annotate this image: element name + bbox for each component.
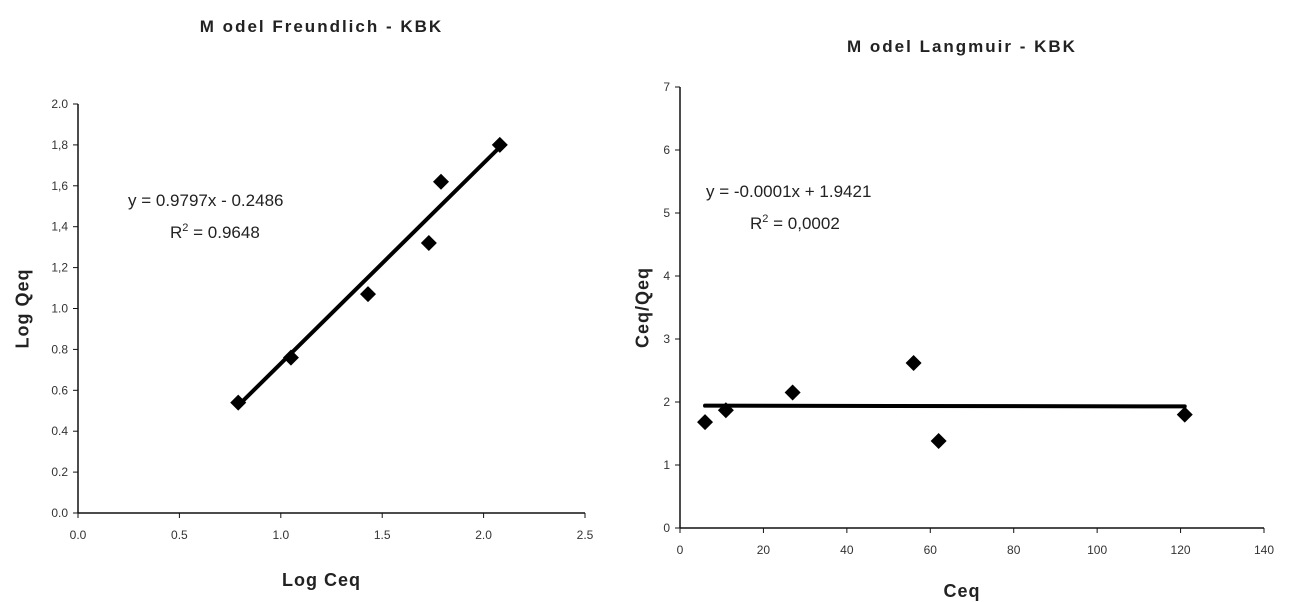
x-tick-label: 2.0 [475,528,492,542]
trend-line [236,145,502,408]
data-point [230,394,247,411]
y-tick-label: 0 [663,521,670,535]
data-point [1176,406,1193,423]
regression-equation: y = -0.0001x + 1.9421 [706,182,871,201]
x-axis-title: Log Ceq [282,570,361,590]
y-tick-label: 2 [663,395,670,409]
freundlich-plot: M odel Freundlich - KBK 0.0 0.5 1.0 1.5 2.0 2.… [12,17,594,590]
x-tick-label: 120 [1171,543,1191,557]
data-point [697,414,714,431]
x-tick-label: 80 [1007,543,1021,557]
x-tick-label: 2.5 [577,528,594,542]
y-tick-label: 1,6 [51,179,68,193]
chart-langmuir: M odel Langmuir - KBK 0 20 40 60 80 100 120 140 0… [630,0,1290,602]
y-tick-label: 4 [663,269,670,283]
data-point [905,354,922,371]
y-tick-label: 2.0 [51,97,68,111]
x-tick-label: 40 [840,543,854,557]
y-tick-label: 5 [663,206,670,220]
y-tick-label: 6 [663,143,670,157]
trend-line [703,403,1187,409]
data-point [784,384,801,401]
y-tick-label: 0.0 [51,506,68,520]
data-point [420,235,437,252]
langmuir-plot: M odel Langmuir - KBK 0 20 40 60 80 100 120 140 0… [632,37,1274,601]
y-axis-title: Ceq/Qeq [632,267,652,348]
data-point [433,173,450,190]
data-point [717,402,734,419]
x-tick-label: 0 [677,543,684,557]
x-tick-label: 140 [1254,543,1274,557]
data-point [282,349,299,366]
data-point [491,136,508,153]
data-point [930,433,947,450]
y-tick-label: 1.0 [51,302,68,316]
x-tick-label: 20 [757,543,771,557]
y-tick-label: 1,4 [51,220,68,234]
y-tick-label: 0.6 [51,383,68,397]
y-tick-label: 0.2 [51,465,68,479]
y-tick-label: 1 [663,458,670,472]
y-tick-label: 1,8 [51,138,68,152]
x-tick-label: 0.0 [70,528,87,542]
regression-equation: y = 0.9797x - 0.2486 [128,191,283,210]
y-tick-label: 0.8 [51,342,68,356]
chart-freundlich: M odel Freundlich - KBK 0.0 0.5 1.0 1.5 2.0 2.… [0,0,620,602]
y-tick-label: 7 [663,80,670,94]
x-tick-label: 100 [1087,543,1107,557]
x-tick-label: 1.0 [272,528,289,542]
chart-title: M odel Langmuir - KBK [847,37,1077,56]
data-point [360,286,377,303]
x-tick-label: 60 [924,543,938,557]
y-tick-label: 3 [663,332,670,346]
y-tick-label: 1,2 [51,261,68,275]
x-tick-label: 0.5 [171,528,188,542]
r-squared-label: R2 = 0,0002 [750,213,840,233]
x-axis-title: Ceq [943,581,980,601]
x-tick-label: 1.5 [374,528,391,542]
y-tick-label: 0.4 [51,424,68,438]
r-squared-label: R2 = 0.9648 [170,222,260,242]
chart-title: M odel Freundlich - KBK [200,17,443,36]
y-axis-title: Log Qeq [12,269,32,349]
